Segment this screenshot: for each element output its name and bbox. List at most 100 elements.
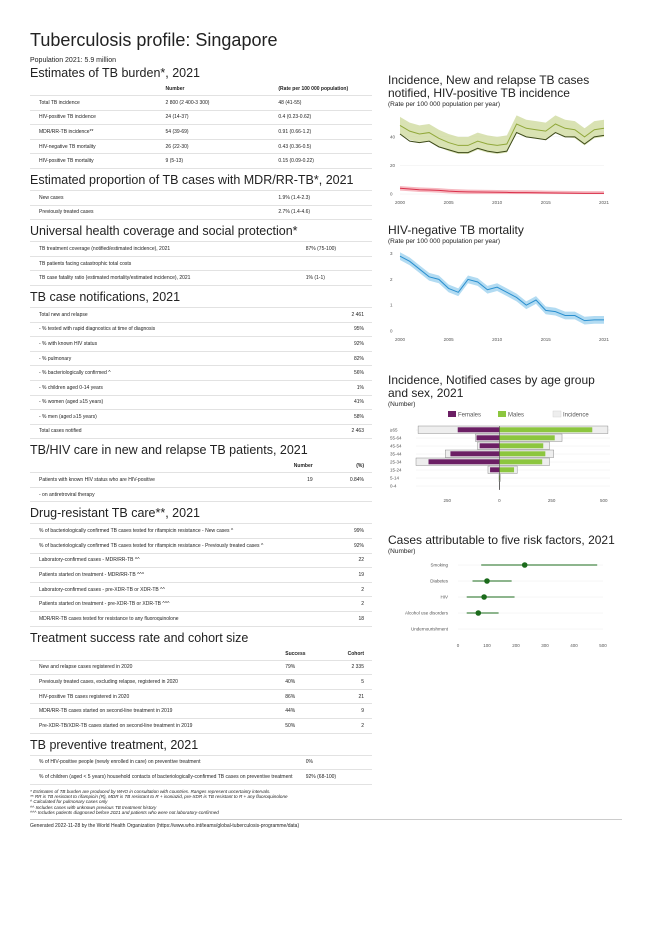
table-cell: 99% [337, 523, 372, 540]
section-title: Universal health coverage and social pro… [30, 224, 298, 239]
age-group-label: 5-14 [390, 476, 400, 481]
uncertainty-band [400, 252, 604, 325]
table-cell: 1% [320, 380, 372, 396]
table-row: Total TB incidence 2 800 (2 400-3 300) 48 … [30, 95, 372, 111]
male-bar [499, 443, 544, 449]
table-cell [296, 256, 372, 272]
risk-factor-label: Smoking [430, 563, 448, 568]
table-cell: 2 335 [324, 660, 372, 676]
column-header: Number [269, 460, 321, 474]
estimate-point [484, 578, 490, 584]
chart-subtitle: (Number) [388, 548, 416, 555]
table-row: Pre-XDR-TB/XDR-TB cases started on secon… [30, 718, 372, 734]
y-tick-label: 0 [390, 329, 393, 334]
table-header: Number (%) [30, 460, 372, 474]
table-row: % of bacteriologically confirmed TB case… [30, 538, 372, 554]
table-row: % of bacteriologically confirmed TB case… [30, 523, 372, 540]
table-cell: 2.7% (1.4-4.6) [269, 205, 372, 221]
table-cell: HIV-positive TB cases registered in 2020 [30, 689, 277, 705]
table-cell: 2 800 (2 400-3 300) [156, 95, 270, 111]
estimate-point [481, 594, 487, 600]
male-bar [499, 435, 555, 441]
table-cell: - % men (aged ≥15 years) [30, 409, 321, 425]
legend-swatch [552, 410, 562, 418]
table-cell: % of HIV-positive people (newly enrolled… [30, 754, 297, 771]
table-cell: - % pulmonary [30, 351, 321, 367]
table-row: Previously treated cases, excluding rela… [30, 674, 372, 690]
footnotes: * Estimates of TB burden are produced by… [30, 789, 372, 815]
table-cell: % of children (aged < 5 years) household… [30, 769, 297, 785]
table-row: HIV-positive TB cases registered in 2020… [30, 689, 372, 705]
estimate-point [521, 562, 528, 568]
male-bar [499, 475, 501, 481]
legend-label: Males [508, 413, 524, 419]
risk-factor-label: Diabetes [430, 579, 449, 584]
section-table: TB treatment coverage (notified/estimate… [30, 241, 372, 286]
column-header [30, 647, 277, 661]
table-row: Total cases notified 2 463 [30, 424, 372, 440]
table-cell: 54 (39-69) [156, 124, 270, 140]
table-row: % of HIV-positive people (newly enrolled… [30, 754, 372, 771]
table-cell: New cases [30, 189, 270, 206]
table-row: TB case fatality ratio (estimated mortal… [30, 270, 372, 286]
footnote: ^ Calculated for pulmonary cases only [30, 799, 108, 805]
section-table: % of HIV-positive people (newly enrolled… [30, 754, 372, 785]
age-group-label: 45-54 [390, 444, 402, 449]
chart-title: HIV-negative TB mortality [388, 223, 524, 237]
table-row: - % women (aged ≥15 years) 41% [30, 395, 372, 411]
table-row: Patients with known HIV status who are H… [30, 472, 372, 488]
table-cell: 79% [276, 660, 325, 676]
table-cell: Total new and relapse [30, 306, 321, 323]
section-title: TB preventive treatment, 2021 [30, 737, 199, 752]
chart-title: Cases attributable to five risk factors,… [388, 533, 615, 547]
table-cell: TB treatment coverage (notified/estimate… [30, 241, 297, 257]
footnote: * Estimates of TB burden are produced by… [30, 788, 271, 794]
table-row: MDR/RR-TB cases started on second-line t… [30, 703, 372, 719]
table-cell: TB patients facing catastrophic total co… [30, 256, 297, 272]
chart-title: Incidence, Notified cases by age group a… [388, 373, 595, 400]
chart-age-sex: Incidence, Notified cases by age group a… [388, 374, 618, 534]
table-row: Laboratory-confirmed cases - MDR/RR-TB ^… [30, 553, 372, 569]
x-tick-label: 2015 [541, 200, 552, 205]
series-line [399, 187, 604, 194]
female-bar [490, 467, 500, 473]
estimate-point [475, 610, 482, 616]
chart-subtitle: (Rate per 100 000 population per year) [388, 238, 501, 245]
table-row: HIV-positive TB incidence 24 (14-37) 0.4 (… [30, 110, 372, 126]
table-cell: 9 (5-13) [156, 153, 270, 169]
population: Population 2021: 5.9 million [30, 57, 117, 64]
x-tick-label: 2021 [599, 337, 610, 342]
y-tick-label: 20 [390, 163, 396, 168]
female-bar [457, 427, 500, 433]
table-cell: 18 [337, 611, 372, 627]
table-row: MDR/RR-TB cases tested for resistance to… [30, 611, 372, 627]
table-cell: 9 [324, 703, 372, 719]
footnote: ** RR is TB resistant to rifampicin (R),… [30, 794, 288, 800]
table-cell: New and relapse cases registered in 2020 [30, 660, 277, 676]
table-cell: - % tested with rapid diagnostics at tim… [30, 322, 321, 338]
table-cell: 87% (75-100) [296, 241, 372, 257]
x-tick-label: 2000 [395, 337, 406, 342]
y-tick-label: 2 [390, 277, 393, 282]
table-row: - % pulmonary 82% [30, 351, 372, 367]
column-header: Number [156, 83, 270, 96]
table-cell: - % with known HIV status [30, 336, 321, 352]
x-tick-label: 0 [498, 498, 501, 503]
table-row: - % bacteriologically confirmed ^ 56% [30, 365, 372, 381]
section-title: Estimates of TB burden*, 2021 [30, 66, 201, 80]
table-cell: 56% [320, 365, 372, 381]
table-cell [269, 487, 321, 503]
age-group-label: 35-44 [390, 452, 402, 457]
legend-label: Females [458, 413, 481, 419]
table-cell: - % bacteriologically confirmed ^ [30, 365, 321, 381]
x-tick-label: 300 [541, 643, 549, 648]
legend-label: Incidence [563, 413, 589, 419]
table-row: - % with known HIV status 92% [30, 336, 372, 352]
x-tick-label: 2015 [541, 337, 552, 342]
x-tick-label: 400 [570, 643, 578, 648]
table-cell: MDR/RR-TB cases started on second-line t… [30, 703, 277, 719]
series-line [399, 131, 605, 154]
table-cell: Patients started on treatment - pre-XDR-… [30, 596, 338, 613]
legend-swatch [448, 411, 456, 417]
